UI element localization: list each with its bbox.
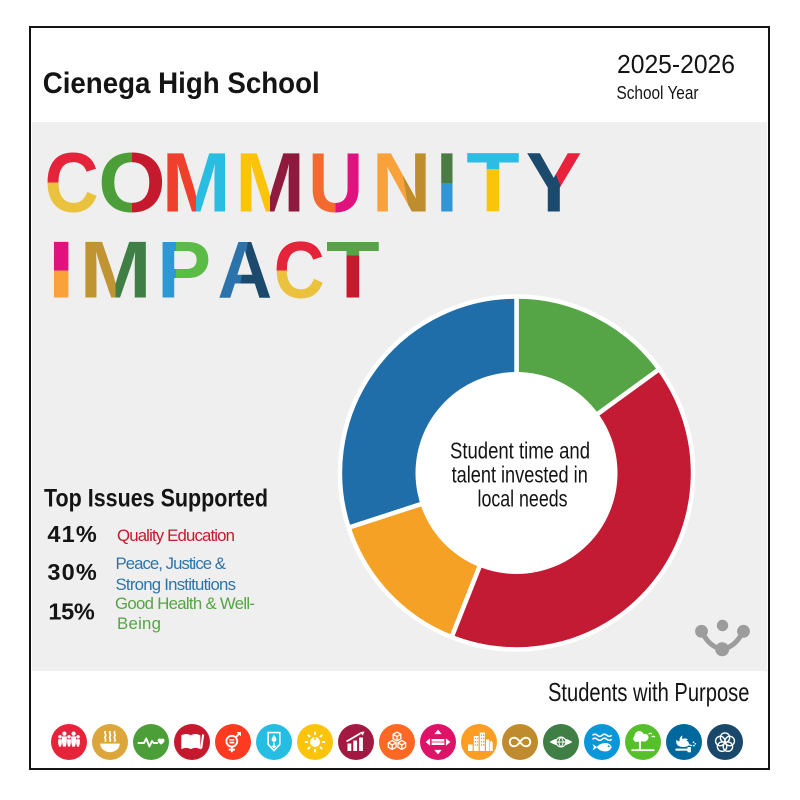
svg-text:O: O (98, 136, 166, 231)
svg-text:local needs: local needs (478, 486, 568, 512)
svg-text:Quality Education: Quality Education (117, 526, 235, 545)
svg-text:Good Health & Well-: Good Health & Well- (115, 594, 255, 613)
svg-text:N: N (372, 136, 431, 230)
svg-text:2025-2026: 2025-2026 (617, 49, 735, 79)
svg-text:Strong Institutions: Strong Institutions (116, 575, 237, 594)
svg-text:15%: 15% (48, 598, 94, 624)
svg-text:M: M (162, 136, 231, 230)
svg-text:Student time and: Student time and (450, 438, 590, 464)
svg-text:Y: Y (526, 136, 582, 230)
svg-text:M: M (235, 136, 305, 230)
svg-text:C: C (45, 136, 99, 230)
svg-text:41%: 41% (47, 521, 96, 547)
svg-text:talent invested in: talent invested in (452, 462, 588, 488)
svg-text:I: I (436, 136, 458, 230)
svg-text:Students with Purpose: Students with Purpose (548, 679, 749, 707)
svg-text:U: U (308, 136, 363, 230)
svg-text:Cienega High School: Cienega High School (43, 67, 320, 100)
svg-text:I: I (47, 226, 75, 316)
svg-text:School Year: School Year (617, 83, 699, 103)
svg-text:T: T (466, 136, 519, 230)
svg-text:T: T (326, 224, 380, 315)
svg-text:A: A (218, 224, 273, 315)
svg-text:30%: 30% (47, 559, 96, 585)
svg-text:Top Issues Supported: Top Issues Supported (44, 484, 268, 512)
svg-text:Peace, Justice &: Peace, Justice & (116, 554, 227, 573)
svg-text:M: M (80, 224, 152, 315)
svg-text:P: P (157, 226, 211, 316)
svg-text:Being: Being (117, 614, 161, 633)
svg-text:C: C (274, 225, 325, 316)
